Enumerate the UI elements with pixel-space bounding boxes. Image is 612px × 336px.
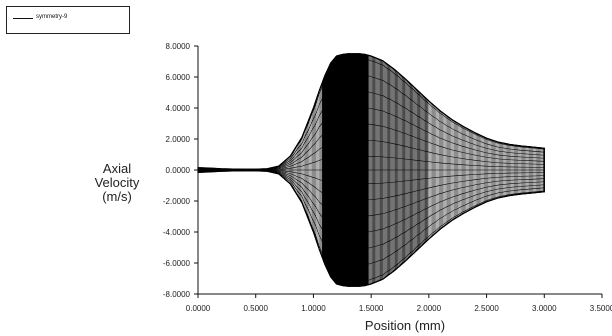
y-tick-label: -6.0000	[163, 259, 191, 268]
x-tick-label: 2.0000	[417, 304, 442, 313]
y-tick-label: 2.0000	[166, 135, 191, 144]
y-tick-label: -2.0000	[163, 197, 191, 206]
x-tick-label: 3.5000	[590, 304, 612, 313]
plot-layer	[197, 53, 545, 287]
legend-label: symmetry-9	[36, 14, 68, 20]
y-tick-label: 0.0000	[166, 166, 191, 175]
x-tick-label: 1.0000	[301, 304, 326, 313]
y-tick-label: 6.0000	[166, 73, 191, 82]
x-tick-label: 3.0000	[532, 304, 557, 313]
x-tick-label: 0.0000	[186, 304, 211, 313]
y-axis-label: Axial Velocity (m/s)	[78, 162, 156, 204]
y-tick-label: 4.0000	[166, 104, 191, 113]
velocity-envelope-outline	[197, 53, 545, 287]
y-tick-label: -8.0000	[163, 290, 191, 299]
x-axis-label: Position (mm)	[365, 318, 445, 333]
y-axis-label-line-2: Velocity	[94, 175, 140, 190]
legend-line-sample	[13, 18, 33, 19]
y-axis-label-line-3: (m/s)	[102, 189, 132, 204]
y-tick-label: -4.0000	[163, 228, 191, 237]
y-axis-label-line-1: Axial	[102, 161, 132, 176]
x-tick-label: 1.5000	[359, 304, 384, 313]
legend: symmetry-9	[6, 6, 130, 34]
y-tick-label: 8.0000	[166, 42, 191, 51]
axis-layer: 8.0000 6.0000 4.0000 2.0000 0.0000 -2.0000 -4.…	[163, 42, 612, 313]
x-tick-label: 2.5000	[474, 304, 499, 313]
x-tick-label: 0.5000	[243, 304, 268, 313]
